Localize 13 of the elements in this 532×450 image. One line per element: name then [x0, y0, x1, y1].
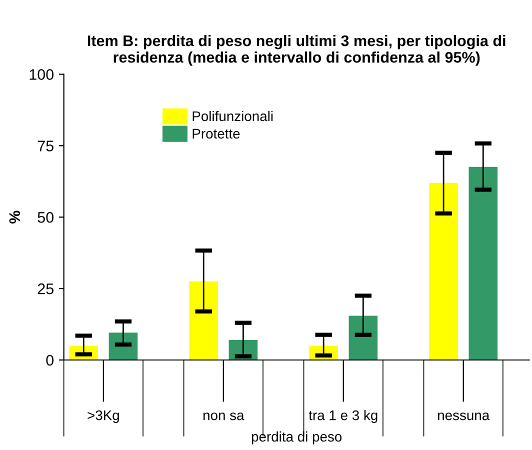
chart-title: Item B: perdita di peso negli ultimi 3 mesi, per tipologia di residenza (media e intervallo di confidenza al 95%)	[88, 34, 506, 66]
x-tick-label: nessuna	[438, 412, 490, 420]
x-tick-label: >3Kg	[88, 410, 119, 423]
y-tick-label: 25	[38, 283, 54, 294]
y-tick-label: 0	[46, 354, 54, 366]
y-tick-label: 100	[30, 69, 54, 80]
x-tick-label: non sa	[203, 412, 244, 420]
legend-label: Protette	[192, 128, 240, 139]
legend-label: Polifunzionali	[192, 110, 273, 122]
y-axis-title: %	[9, 210, 20, 224]
y-tick-label: 75	[38, 140, 54, 152]
x-tick-label: tra 1 e 3 kg	[308, 410, 378, 423]
y-tick-label: 50	[38, 212, 54, 223]
